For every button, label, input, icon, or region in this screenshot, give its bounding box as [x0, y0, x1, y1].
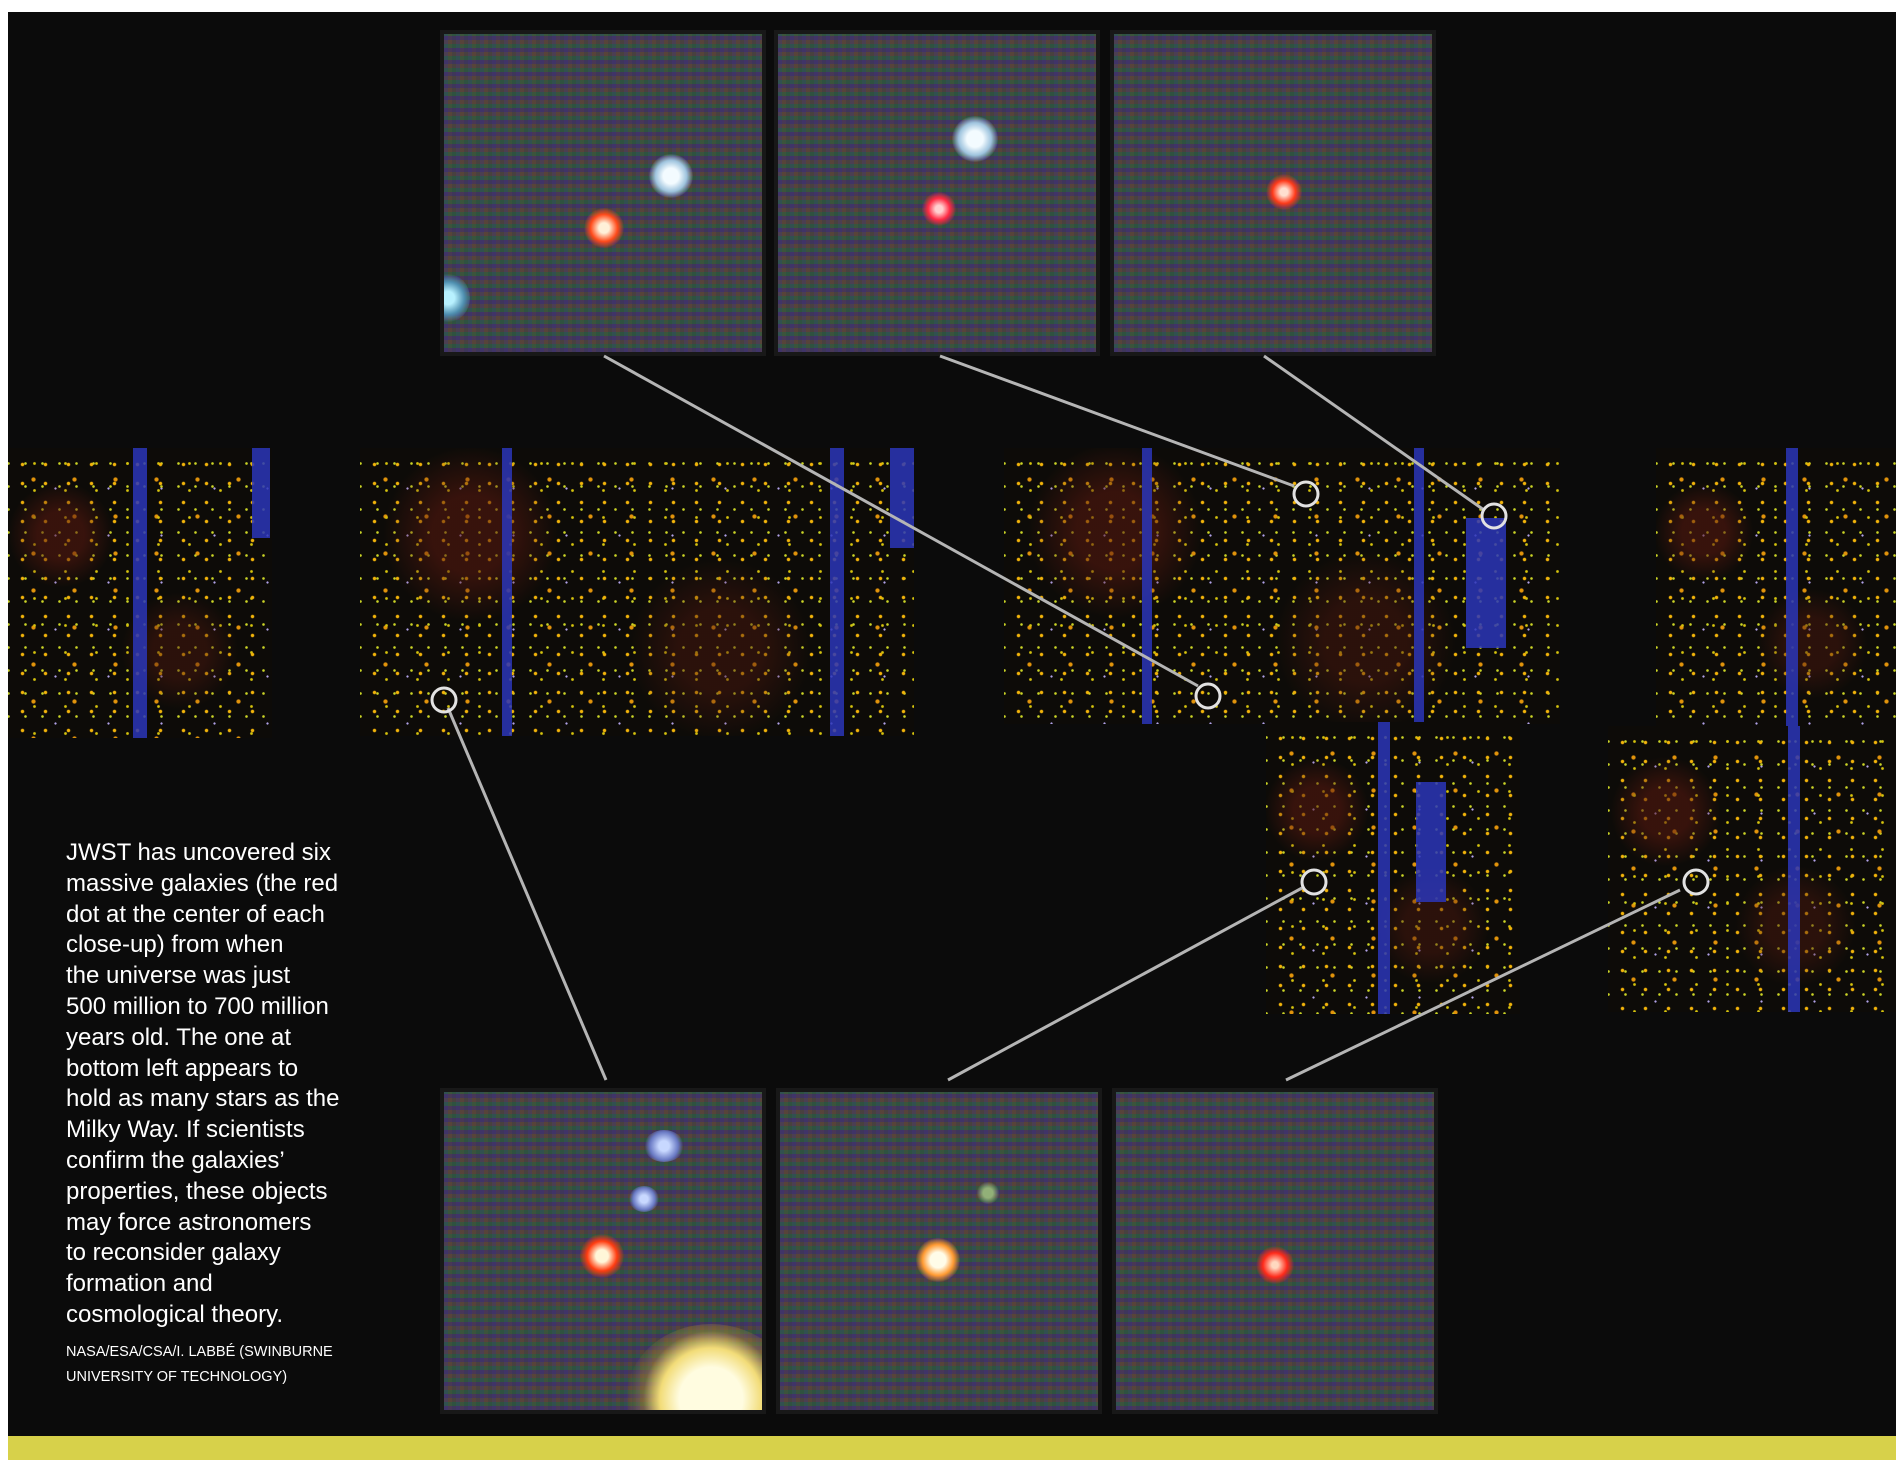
deep-field-lower-right	[1266, 722, 1520, 1014]
closeup-bottom-1	[440, 1088, 766, 1414]
blue-galaxy-dot	[952, 116, 998, 162]
closeup-top-1	[440, 30, 766, 356]
closeup-bottom-3	[1112, 1088, 1438, 1414]
deep-field-right-upper	[1656, 448, 1896, 728]
cyan-source-dot	[444, 274, 470, 322]
image-caption: JWST has uncovered six massive galaxies …	[66, 839, 340, 1328]
blue-galaxy-dot	[629, 1186, 659, 1212]
closeup-top-2	[774, 30, 1100, 356]
bright-foreground-galaxy	[626, 1324, 762, 1410]
deep-field-center-left	[360, 448, 914, 736]
accent-strip	[8, 1436, 1896, 1460]
red-galaxy-dot	[580, 1234, 624, 1278]
red-galaxy-dot	[916, 1238, 960, 1282]
image-credit: NASA/ESA/CSA/I. LABBÉ (SWINBURNE UNIVERS…	[66, 1344, 333, 1385]
red-galaxy-dot	[1256, 1246, 1294, 1284]
closeup-top-3	[1110, 30, 1436, 356]
deep-field-right-lower	[1608, 726, 1896, 1012]
closeup-bottom-2	[776, 1088, 1102, 1414]
red-galaxy-dot	[922, 192, 956, 226]
red-galaxy-dot	[584, 208, 624, 248]
blue-galaxy-dot	[649, 154, 693, 198]
deep-field-left	[8, 448, 272, 738]
red-galaxy-dot	[1266, 174, 1302, 210]
deep-field-center-right	[1004, 448, 1560, 724]
blue-galaxy-dot	[644, 1130, 684, 1162]
faint-green-source	[976, 1182, 1000, 1204]
